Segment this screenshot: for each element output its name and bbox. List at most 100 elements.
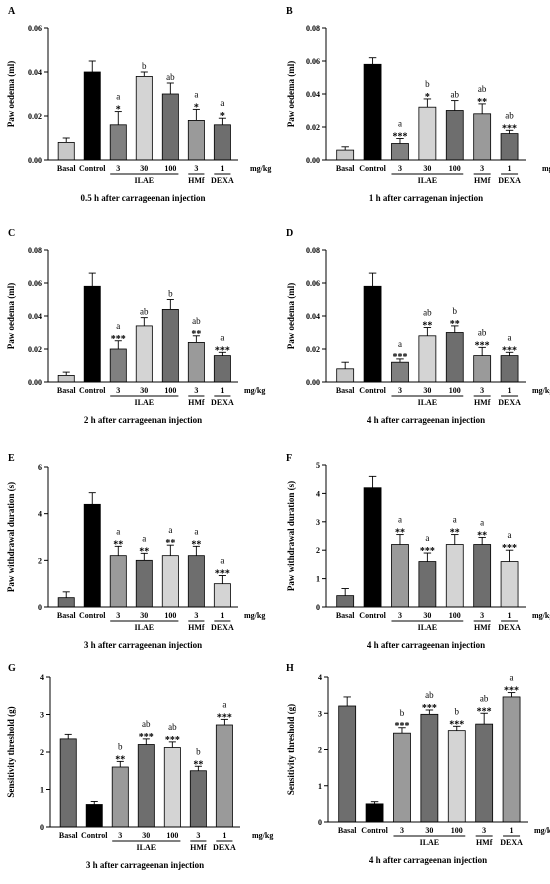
bar [215,724,233,828]
significance-letter: ab [192,316,201,326]
x-tick-label: 3 [196,831,200,840]
y-axis-label: Sensitivity threshold (g) [286,704,296,795]
significance-stars: *** [449,719,464,730]
x-tick-label: Control [81,831,108,840]
bar [418,335,437,383]
bar [338,705,357,823]
significance-letter: b [168,289,173,299]
bar [111,766,129,828]
significance-stars: ** [395,528,405,539]
bar [363,487,382,608]
bar [83,71,101,161]
x-tick-label: Control [79,386,106,395]
x-tick-label: Control [361,826,388,835]
y-tick-label: 6 [38,463,42,472]
panel-caption: 4 h after carrageenan injection [367,640,485,650]
x-tick-label: Control [359,386,386,395]
y-tick-label: 1 [318,782,322,791]
panel-d: D 0.00 0.02 0.04 0.06 0.08 Paw oedema (ml) Basa… [286,228,550,425]
significance-stars: *** [215,569,230,580]
panel-letter: E [8,453,15,464]
y-axis-label: Paw oedema (ml) [6,61,16,127]
y-tick-label: 0.06 [28,279,42,288]
hmf-group-label: HMf [188,623,205,632]
ilae-group-label: ILAE [418,176,438,185]
y-tick-label: 4 [40,673,44,682]
ilae-group-label: ILAE [418,623,438,632]
y-tick-label: 4 [38,510,42,519]
x-tick-label: 100 [164,386,176,395]
significance-letter: a [398,119,402,129]
x-tick-label: 1 [220,386,224,395]
significance-letter: a [220,98,224,108]
bar [213,583,231,608]
x-tick-label: 3 [480,164,484,173]
panel-letter: B [286,6,293,17]
bar [500,355,519,383]
dexa-group-label: DEXA [498,176,521,185]
significance-letter: a [116,526,120,536]
significance-stars: * [116,105,121,116]
significance-stars: *** [392,132,407,143]
y-tick-label: 0.00 [28,156,42,165]
significance-letter: ab [423,308,432,318]
x-tick-label: 30 [140,164,148,173]
significance-stars: ** [450,319,460,330]
significance-stars: ** [193,759,203,770]
significance-stars: *** [422,703,437,714]
y-tick-label: 4 [318,673,322,682]
bar [85,804,103,828]
significance-stars: ** [113,539,123,550]
y-axis-label: Paw oedema (ml) [6,283,16,349]
bar [135,76,153,161]
bar [189,770,207,828]
bar [163,747,181,828]
x-tick-label: 1 [510,826,514,835]
y-tick-label: 3 [318,709,322,718]
significance-letter: a [425,533,429,543]
significance-letter: b [142,61,147,71]
x-tick-label: Basal [57,386,76,395]
x-tick-label: 1 [220,164,224,173]
bar [473,113,492,161]
unit-label: mg/kg [534,826,550,835]
y-tick-label: 4 [316,489,320,498]
significance-letter: a [222,699,226,709]
bar [213,355,231,383]
significance-letter: ab [505,110,514,120]
x-tick-label: 3 [194,386,198,395]
x-tick-label: 30 [425,826,433,835]
y-tick-label: 0.02 [306,345,320,354]
x-tick-label: Basal [59,831,78,840]
significance-stars: ** [450,528,460,539]
panel-letter: D [286,228,293,239]
panel-letter: F [286,453,292,464]
y-tick-label: 2 [316,546,320,555]
significance-stars: *** [420,546,435,557]
x-tick-label: 3 [118,831,122,840]
bar [187,342,205,383]
significance-stars: *** [502,543,517,554]
significance-letter: ab [480,693,489,703]
x-tick-label: 3 [194,611,198,620]
unit-label: mg/kg [532,386,550,395]
bar [83,503,101,608]
bar [109,348,127,383]
bar [445,110,464,161]
y-tick-label: 0.06 [28,24,42,33]
bar [336,368,355,383]
y-tick-label: 0.02 [306,123,320,132]
significance-stars: ** [477,530,487,541]
bar [83,285,101,383]
x-tick-label: 3 [480,386,484,395]
unit-label: mg/kg [250,164,271,173]
panel-h: H 0 1 2 3 4 Sensitivity threshold (g) Basal Cont… [286,663,550,865]
bar [418,561,437,608]
significance-letter: a [453,515,457,525]
y-tick-label: 3 [40,711,44,720]
bar [161,93,179,161]
x-tick-label: 30 [140,611,148,620]
ilae-group-label: ILAE [420,838,440,847]
x-tick-label: 3 [116,164,120,173]
x-tick-label: 1 [508,164,512,173]
